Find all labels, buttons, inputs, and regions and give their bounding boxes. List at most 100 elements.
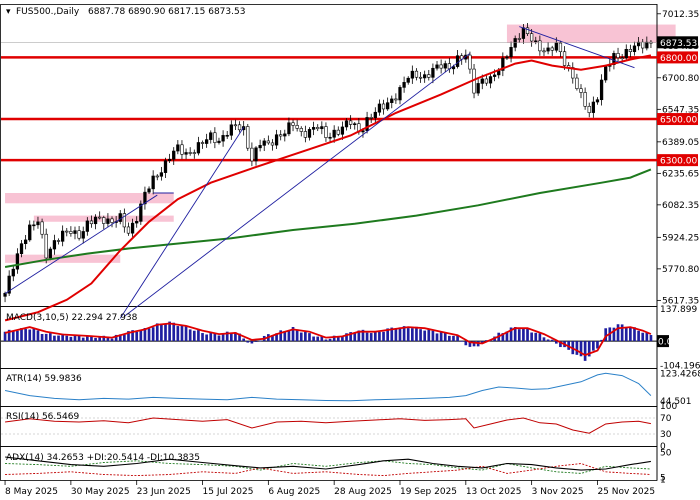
candle-body (328, 136, 332, 139)
macd-histogram-bar (559, 341, 562, 348)
candle-body (93, 216, 98, 225)
panel-frames (0, 4, 658, 481)
candle-body (291, 122, 295, 126)
macd-histogram-bar (94, 337, 97, 342)
candle-body (180, 144, 184, 155)
price-axis-label: 6235.65 (662, 169, 699, 179)
candle-body (213, 132, 217, 143)
candle-body (476, 83, 480, 94)
candle-body (303, 131, 308, 138)
macd-histogram-bar (460, 340, 464, 342)
candle-body (636, 41, 641, 47)
macd-histogram-bar (155, 323, 159, 342)
macd-histogram-bar (546, 339, 550, 342)
candle-body (192, 152, 196, 154)
candle-body (439, 64, 443, 69)
macd-axis-label: 0.00 (658, 338, 678, 348)
atr-line (4, 372, 652, 402)
supply-zone-0 (506, 24, 676, 44)
candle-body (295, 125, 299, 129)
panel-frame-adx (0, 446, 658, 481)
macd-histogram-bar (229, 333, 233, 342)
atr-axis-label: 123.4268 (660, 370, 700, 380)
collapse-arrow-icon[interactable]: ▾ (6, 7, 11, 17)
date-axis-label: 19 Sep 2025 (400, 487, 457, 497)
last-price-tag (657, 36, 698, 49)
macd-histogram-bar (332, 335, 336, 342)
price-axis-label: 5770.80 (662, 265, 699, 275)
candle-body (587, 105, 591, 113)
adx-axis-label: 5 (660, 473, 666, 483)
macd-histogram-bar (160, 323, 163, 342)
adx-minus-di-line (5, 463, 651, 477)
macd-histogram-bar (65, 335, 69, 342)
macd-histogram-bar (398, 327, 402, 342)
macd-histogram-bar (283, 331, 287, 342)
candle-body (242, 126, 246, 131)
price-axis-label: 5924.25 (662, 233, 699, 243)
candle-body (40, 221, 44, 235)
level-price-tag-label: 6500.00 (660, 116, 697, 126)
macd-histogram-bar (596, 341, 599, 349)
date-axis-label: 6 Aug 2025 (268, 487, 320, 497)
candle-body (61, 230, 65, 242)
candle-body (554, 42, 558, 51)
candle-body (23, 239, 28, 244)
candle-body (505, 56, 509, 59)
macd-histogram-bar (164, 324, 167, 342)
macd-histogram-bar (127, 331, 130, 342)
macd-histogram-bar (254, 341, 258, 342)
candle-body (628, 48, 633, 53)
date-axis-label: 15 Jul 2025 (203, 487, 254, 497)
rsi-panel (1, 417, 657, 435)
candle-body (612, 53, 616, 66)
candle-body (423, 74, 427, 79)
macd-histogram-bar (579, 341, 583, 357)
macd-histogram-bar (369, 333, 373, 342)
candle-body (28, 224, 32, 241)
macd-histogram-bar (316, 336, 320, 342)
panel-frame-rsi (0, 406, 658, 447)
level-price-tag (657, 154, 698, 167)
candle-body (468, 54, 472, 70)
macd-histogram-bar (98, 337, 102, 342)
macd-histogram-bar (114, 334, 118, 342)
candle-body (571, 67, 575, 79)
candle-body (89, 220, 94, 225)
macd-histogram-bar (517, 329, 521, 342)
candle-body (443, 63, 447, 69)
macd-histogram-bar (20, 328, 23, 342)
macd-histogram-bar (427, 329, 431, 342)
macd-histogram-bar (645, 332, 649, 342)
macd-histogram-bar (485, 340, 488, 342)
candle-body (73, 230, 77, 234)
macd-histogram-bar (192, 330, 196, 342)
candle-body (118, 213, 122, 222)
rsi-axis-label: 70 (660, 414, 672, 424)
candle-body (492, 74, 497, 77)
candle-body (517, 38, 521, 40)
trendline-3 (519, 26, 635, 69)
candle-body (3, 292, 7, 297)
candle-body (172, 150, 176, 160)
macd-histogram-bar (600, 339, 603, 342)
level-price-tag-label: 6300.00 (660, 157, 697, 167)
macd-histogram-bar (275, 333, 278, 342)
macd-histogram-bar (530, 332, 533, 342)
candle-body (126, 226, 131, 234)
candle-body (501, 57, 505, 71)
candle-body (394, 98, 398, 101)
macd-histogram-bar (336, 336, 340, 342)
macd-histogram-bar (32, 328, 36, 342)
macd-histogram-bar (151, 327, 155, 342)
macd-histogram-bar (365, 332, 369, 342)
candle-body (435, 64, 439, 69)
candle-body (604, 66, 608, 81)
macd-histogram-bar (110, 338, 114, 342)
candle-body (369, 117, 373, 119)
candle-body (52, 240, 57, 250)
macd-histogram-bar (238, 333, 241, 342)
macd-histogram-bar (361, 329, 365, 342)
macd-histogram-bar (197, 330, 200, 342)
